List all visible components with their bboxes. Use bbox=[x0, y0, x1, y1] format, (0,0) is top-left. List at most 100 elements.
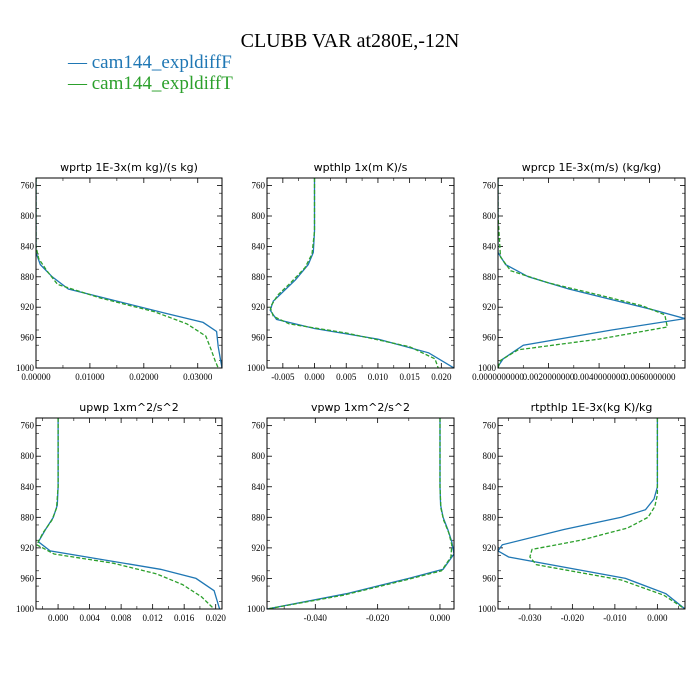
series-line-expldiffT bbox=[267, 418, 453, 609]
series-line-expldiffF bbox=[498, 178, 685, 367]
x-tick-label: 0.0060000000 bbox=[624, 372, 676, 382]
plot-frame bbox=[266, 417, 455, 610]
series-line-expldiffT bbox=[498, 178, 669, 368]
y-tick-label: 960 bbox=[483, 333, 497, 343]
panel-title: wprcp 1E-3x(m/s) (kg/kg) bbox=[522, 161, 661, 174]
y-tick-label: 760 bbox=[483, 421, 497, 431]
series-line-expldiffT bbox=[36, 178, 219, 368]
panel-title: wpthlp 1x(m K)/s bbox=[314, 161, 408, 174]
panel-title: vpwp 1xm^2/s^2 bbox=[311, 401, 410, 414]
y-tick-label: 880 bbox=[21, 512, 35, 522]
x-tick-label: 0.010 bbox=[368, 372, 389, 382]
y-tick-label: 880 bbox=[252, 272, 266, 282]
panel-6: rtpthlp 1E-3x(kg K)/kg 760 800 840 880 920 960… bbox=[478, 401, 686, 623]
x-tick-label: 0.020 bbox=[206, 613, 227, 623]
y-tick-label: 880 bbox=[252, 512, 266, 522]
y-tick-label: 880 bbox=[21, 272, 35, 282]
series-line-expldiffF bbox=[269, 178, 454, 368]
x-tick-label: 0.01000 bbox=[75, 372, 105, 382]
x-tick-label: 0.000 bbox=[647, 613, 668, 623]
x-tick-label: 0.005 bbox=[336, 372, 357, 382]
y-tick-label: 800 bbox=[21, 451, 35, 461]
x-tick-label: 0.000 bbox=[48, 613, 69, 623]
legend-entry-expldiffT: — cam144_expldiffT bbox=[68, 73, 233, 94]
y-tick-label: 880 bbox=[483, 512, 497, 522]
x-tick-label: 0.012 bbox=[143, 613, 163, 623]
panel-5: vpwp 1xm^2/s^2 760 800 840 880 920 960 1000 -0.0… bbox=[247, 401, 455, 623]
y-tick-label: 840 bbox=[21, 482, 35, 492]
x-tick-label: 0.015 bbox=[400, 372, 421, 382]
panel-title: upwp 1xm^2/s^2 bbox=[79, 401, 179, 414]
y-tick-label: 800 bbox=[483, 451, 497, 461]
y-tick-label: 760 bbox=[252, 421, 266, 431]
y-tick-label: 800 bbox=[21, 211, 35, 221]
plot-frame bbox=[35, 417, 223, 610]
series-line-expldiffT bbox=[36, 418, 215, 609]
x-tick-label: 0.020 bbox=[431, 372, 452, 382]
x-tick-label: 0.00000 bbox=[21, 372, 51, 382]
panel-title: wprtp 1E-3x(m kg)/(s kg) bbox=[60, 161, 198, 174]
series-line-expldiffF bbox=[36, 178, 222, 368]
panel-1: wprtp 1E-3x(m kg)/(s kg) 760 800 840 880 920 9… bbox=[16, 161, 223, 382]
series-line-expldiffT bbox=[529, 418, 685, 609]
x-tick-label: 0.0000000000 bbox=[472, 372, 524, 382]
y-tick-label: 1000 bbox=[16, 604, 35, 614]
y-tick-label: 840 bbox=[483, 241, 497, 251]
series-line-expldiffT bbox=[269, 178, 439, 368]
x-tick-label: -0.030 bbox=[518, 613, 542, 623]
y-tick-label: 760 bbox=[483, 181, 497, 191]
x-tick-label: 0.016 bbox=[174, 613, 195, 623]
panel-2: wpthlp 1x(m K)/s 760 800 840 880 920 960 1000 -0… bbox=[247, 161, 455, 382]
y-tick-label: 760 bbox=[21, 181, 35, 191]
y-tick-label: 800 bbox=[252, 211, 266, 221]
x-tick-label: -0.005 bbox=[271, 372, 295, 382]
y-tick-label: 960 bbox=[252, 573, 266, 583]
y-tick-label: 1000 bbox=[478, 604, 497, 614]
panel-3: wprcp 1E-3x(m/s) (kg/kg) 760 800 840 880 920 9… bbox=[472, 161, 686, 382]
y-tick-label: 800 bbox=[252, 451, 266, 461]
series-line-expldiffF bbox=[498, 418, 685, 609]
y-tick-label: 1000 bbox=[478, 363, 497, 373]
y-tick-label: 840 bbox=[252, 241, 266, 251]
y-tick-label: 920 bbox=[483, 543, 497, 553]
x-tick-label: 0.03000 bbox=[183, 372, 213, 382]
y-tick-label: 960 bbox=[252, 333, 266, 343]
y-tick-label: 840 bbox=[252, 482, 266, 492]
legend-entry-expldiffF: — cam144_expldiffF bbox=[68, 52, 232, 73]
y-tick-label: 920 bbox=[252, 302, 266, 312]
y-tick-label: 840 bbox=[21, 241, 35, 251]
y-tick-label: 920 bbox=[483, 302, 497, 312]
y-tick-label: 960 bbox=[21, 573, 35, 583]
legend: — cam144_expldiffF — cam144_expldiffT bbox=[68, 52, 233, 94]
y-tick-label: 920 bbox=[252, 543, 266, 553]
x-tick-label: -0.020 bbox=[561, 613, 585, 623]
x-tick-label: 0.02000 bbox=[129, 372, 159, 382]
y-tick-label: 960 bbox=[21, 333, 35, 343]
panel-title: rtpthlp 1E-3x(kg K)/kg bbox=[531, 401, 653, 414]
plot-frame bbox=[266, 177, 455, 369]
x-tick-label: 0.000 bbox=[430, 613, 451, 623]
y-tick-label: 880 bbox=[483, 272, 497, 282]
y-tick-label: 920 bbox=[21, 543, 35, 553]
x-tick-label: 0.008 bbox=[111, 613, 132, 623]
y-tick-label: 800 bbox=[483, 211, 497, 221]
plot-frame bbox=[35, 177, 223, 369]
y-tick-label: 760 bbox=[21, 421, 35, 431]
y-tick-label: 1000 bbox=[247, 363, 266, 373]
x-tick-label: -0.040 bbox=[304, 613, 328, 623]
plot-frame bbox=[497, 417, 686, 610]
y-tick-label: 1000 bbox=[247, 604, 266, 614]
x-tick-label: -0.010 bbox=[603, 613, 627, 623]
y-tick-label: 840 bbox=[483, 482, 497, 492]
y-tick-label: 1000 bbox=[16, 363, 35, 373]
x-tick-label: 0.0020000000 bbox=[523, 372, 575, 382]
series-line-expldiffF bbox=[37, 418, 221, 609]
y-tick-label: 920 bbox=[21, 302, 35, 312]
y-tick-label: 960 bbox=[483, 573, 497, 583]
x-tick-label: 0.0040000000 bbox=[573, 372, 625, 382]
series-line-expldiffF bbox=[267, 418, 454, 609]
y-tick-label: 760 bbox=[252, 181, 266, 191]
panel-4: upwp 1xm^2/s^2 760 800 840 880 920 960 1000 0.00… bbox=[16, 401, 226, 623]
